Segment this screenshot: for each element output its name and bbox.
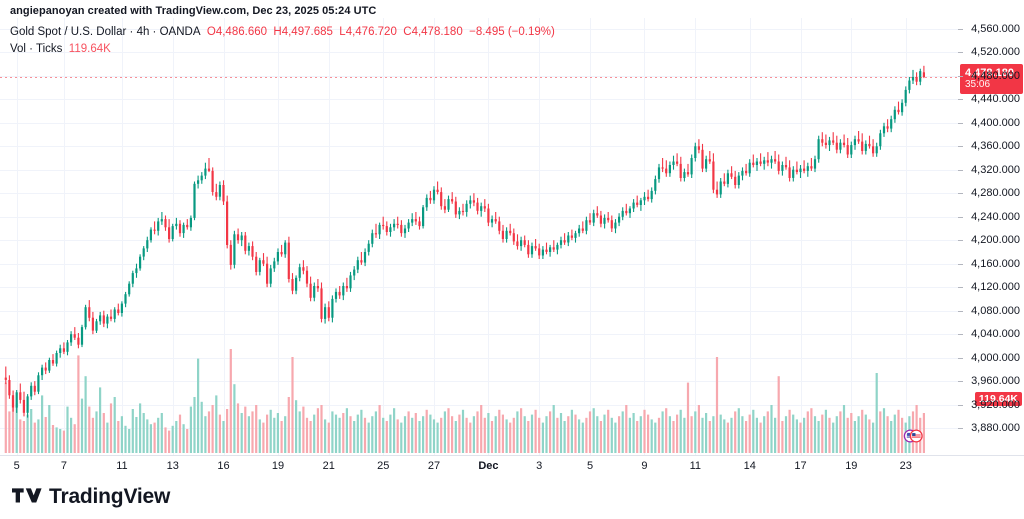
price-axis-tick: [958, 76, 963, 77]
price-scale[interactable]: 4,478.180 35:06 119.64K 4,560.000 4,520.0…: [958, 18, 1024, 455]
time-axis-label: 11: [689, 460, 701, 472]
economic-event-icon[interactable]: [902, 425, 924, 447]
price-axis-tick: [958, 123, 963, 124]
bar-countdown: 35:06: [965, 78, 991, 90]
time-axis-label: 23: [899, 460, 912, 472]
price-axis-tick: [958, 99, 963, 100]
price-axis-label: 4,080.000: [971, 304, 1020, 317]
time-axis-label: 7: [60, 460, 67, 472]
time-axis-label: 9: [641, 460, 648, 472]
time-scale[interactable]: 5 7 11 13 16 19 21 25 27 Dec 3 5 9 11 14 17 19 23: [0, 455, 1024, 476]
price-axis-tick: [958, 146, 963, 147]
time-axis-label: 27: [427, 460, 441, 472]
price-axis-label: 4,320.000: [971, 163, 1020, 176]
price-axis-label: 4,440.000: [971, 93, 1020, 106]
credit-watermark: angiepanoyan created with TradingView.co…: [10, 5, 377, 17]
price-axis-label: 4,360.000: [971, 140, 1020, 153]
price-axis-label: 3,880.000: [971, 422, 1020, 435]
time-axis-label: 14: [743, 460, 756, 472]
tradingview-wordmark: TradingView: [49, 485, 171, 508]
chart-frame: Gold Spot / U.S. Dollar · 4h · OANDA O4,…: [0, 18, 1024, 476]
time-axis-label: 17: [794, 460, 807, 472]
price-axis-tick: [958, 287, 963, 288]
price-axis-label: 4,040.000: [971, 328, 1020, 341]
price-axis-tick: [958, 170, 963, 171]
last-price-value: 4,478.180: [965, 66, 1014, 79]
time-axis-label: 25: [377, 460, 390, 472]
price-axis-label: 4,520.000: [971, 46, 1020, 59]
tradingview-logo-icon: [12, 487, 42, 502]
time-axis-label: 3: [536, 460, 543, 472]
price-axis-label: 3,960.000: [971, 375, 1020, 388]
price-axis-tick: [958, 193, 963, 194]
price-axis-tick: [958, 334, 963, 335]
price-axis-tick: [958, 381, 963, 382]
price-axis-label: 4,280.000: [971, 187, 1020, 200]
time-axis-label: 11: [116, 460, 128, 472]
time-axis-label: 21: [322, 460, 335, 472]
price-axis-tick: [958, 217, 963, 218]
price-axis-tick: [958, 52, 963, 53]
price-axis-label: 4,000.000: [971, 351, 1020, 364]
candlestick-series: [0, 65, 958, 453]
time-axis-label: Dec: [478, 460, 499, 472]
price-axis-label: 4,240.000: [971, 210, 1020, 223]
price-axis-label: 4,200.000: [971, 234, 1020, 247]
time-axis-label: 5: [586, 460, 594, 472]
price-axis-label: 4,560.000: [971, 22, 1020, 35]
time-axis-label: 13: [166, 460, 179, 472]
time-axis-label: 19: [271, 460, 285, 472]
time-axis-label: 5: [13, 460, 20, 472]
price-axis-label: 4,400.000: [971, 116, 1020, 129]
price-axis-tick: [958, 428, 963, 429]
price-axis-tick: [958, 405, 963, 406]
chart-gridlines: [0, 18, 958, 455]
volume-value-tag: 119.64K: [974, 391, 1022, 406]
price-axis-tick: [958, 358, 963, 359]
price-axis-tick: [958, 264, 963, 265]
time-axis-label: 19: [845, 460, 858, 472]
price-axis-label: 4,480.000: [971, 69, 1020, 82]
footer-bar: TradingView: [0, 476, 1024, 519]
price-axis-label: 4,160.000: [971, 257, 1020, 270]
price-axis-label: 4,120.000: [971, 281, 1020, 294]
tradingview-logo[interactable]: TradingView: [12, 485, 170, 509]
time-axis-label: 16: [217, 460, 230, 472]
price-axis-tick: [958, 311, 963, 312]
price-axis-tick: [958, 29, 963, 30]
last-price-tag: 4,478.180 35:06: [960, 63, 1023, 94]
chart-plot-area[interactable]: [0, 18, 959, 455]
price-axis-label: 3,920.000: [971, 398, 1020, 411]
price-axis-tick: [958, 240, 963, 241]
